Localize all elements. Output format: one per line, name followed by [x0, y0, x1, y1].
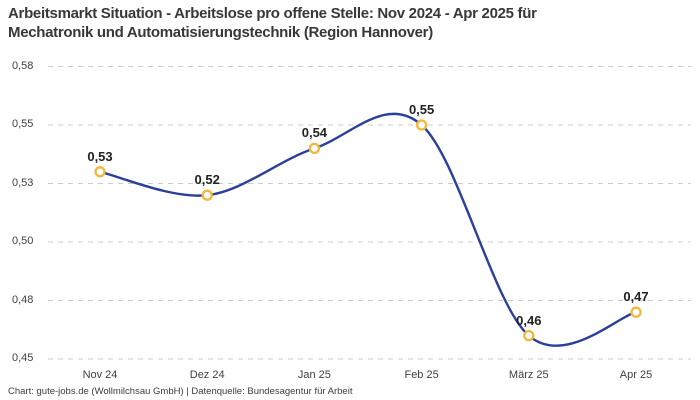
data-point-value-label: 0,53 — [87, 148, 113, 164]
data-point-marker — [201, 189, 213, 201]
attribution-footer: Chart: gute-jobs.de (Wollmilchsau GmbH) … — [8, 386, 353, 397]
data-point-value-label: 0,55 — [408, 102, 435, 117]
y-axis-tick-label: 0,58 — [12, 59, 34, 72]
y-axis-tick-label: 0,50 — [12, 235, 34, 247]
y-axis-tick-label: 0,45 — [12, 352, 34, 364]
x-axis-tick-label: Apr 25 — [619, 369, 653, 381]
y-axis-tick-label: 0,53 — [12, 176, 34, 189]
x-axis-tick-label: Nov 24 — [82, 369, 118, 381]
data-point-value-label: 0,46 — [516, 312, 542, 328]
data-point-marker — [523, 329, 535, 342]
data-point-marker — [94, 166, 106, 178]
x-axis-tick-label: März 25 — [508, 369, 549, 381]
x-axis-tick-label: Dez 24 — [189, 369, 225, 381]
data-point-marker — [415, 119, 428, 131]
chart-title: Arbeitsmarkt Situation - Arbeitslose pro… — [8, 4, 680, 42]
data-point-value-label: 0,47 — [623, 289, 649, 305]
y-axis-tick-label: 0,55 — [12, 118, 34, 130]
series-line — [98, 112, 638, 347]
y-axis-tick-label: 0,48 — [12, 293, 34, 306]
chart-title-line2: Mechatronik und Automatisierungstechnik … — [8, 24, 433, 41]
data-point-marker — [308, 142, 321, 155]
x-axis-tick-label: Jan 25 — [297, 369, 331, 381]
data-point-marker — [630, 306, 642, 318]
x-axis-tick-label: Feb 25 — [404, 369, 439, 381]
data-point-value-label: 0,54 — [301, 125, 328, 141]
chart-title-line1: Arbeitsmarkt Situation - Arbeitslose pro… — [8, 5, 537, 22]
data-point-value-label: 0,52 — [194, 172, 220, 188]
